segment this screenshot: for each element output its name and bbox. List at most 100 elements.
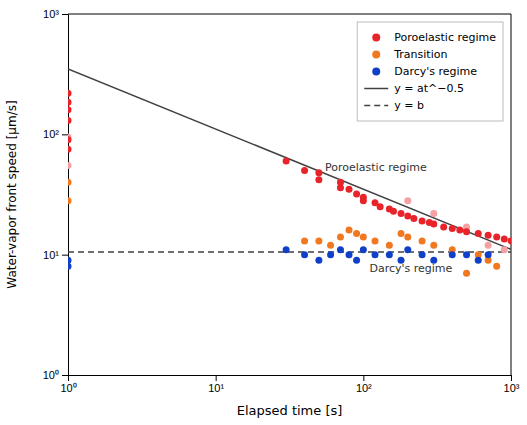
point: [386, 242, 393, 249]
point: [372, 237, 379, 244]
point: [315, 237, 322, 244]
point: [440, 223, 447, 230]
point: [68, 263, 72, 270]
legend-swatch: [372, 51, 380, 59]
annotation: Poroelastic regime: [325, 161, 427, 174]
chart: 10⁰10¹10²10³10⁰10¹10²10³Poroelastic regi…: [0, 0, 527, 425]
point: [301, 167, 308, 174]
tick: 10⁰: [60, 375, 76, 394]
point: [419, 237, 426, 244]
point: [337, 184, 344, 191]
annotation: Darcy's regime: [369, 262, 452, 275]
x-axis-title: Elapsed time [s]: [237, 403, 343, 418]
tick-mark: [62, 14, 68, 15]
legend-item: Transition: [372, 48, 447, 61]
point: [449, 251, 456, 258]
legend-item: Poroelastic regime: [372, 31, 496, 44]
point: [353, 190, 360, 197]
point: [327, 242, 334, 249]
point: [430, 210, 437, 217]
point: [493, 234, 500, 241]
series: [68, 134, 508, 254]
point: [68, 179, 72, 186]
point: [419, 218, 426, 225]
tick-mark: [62, 255, 68, 256]
point: [501, 246, 508, 253]
tick: 10²: [356, 375, 372, 394]
point: [398, 210, 405, 217]
plot: 10⁰10¹10²10³10⁰10¹10²10³Poroelastic regi…: [43, 8, 520, 394]
legend-swatch: [372, 68, 380, 76]
tick-label: 10²: [43, 128, 59, 140]
point: [68, 99, 72, 106]
point: [475, 257, 482, 264]
frame: [511, 14, 512, 375]
point: [315, 176, 322, 183]
point: [360, 234, 367, 241]
point: [301, 251, 308, 258]
tick-label: 10⁰: [60, 382, 76, 394]
point: [315, 257, 322, 264]
point: [68, 146, 72, 153]
point: [353, 230, 360, 237]
point: [508, 237, 512, 244]
tick: 10¹: [208, 375, 224, 394]
point: [463, 228, 470, 235]
point: [68, 162, 72, 169]
point: [463, 270, 470, 277]
point: [315, 169, 322, 176]
point: [430, 220, 437, 227]
point: [390, 208, 397, 215]
series: [68, 179, 500, 277]
point: [463, 251, 470, 258]
tick: 10¹: [43, 249, 68, 261]
tick-mark: [62, 375, 68, 376]
tick: 10⁰: [43, 369, 68, 381]
legend-label: y = at^−0.5: [394, 82, 464, 95]
point: [337, 246, 344, 253]
point: [485, 251, 492, 258]
point: [475, 230, 482, 237]
point: [346, 227, 353, 234]
tick-label: 10¹: [208, 382, 224, 394]
legend-box: [357, 22, 503, 121]
point: [283, 158, 290, 165]
line: [68, 251, 511, 253]
legend-item: y = at^−0.5: [364, 82, 464, 95]
x-axis: 10⁰10¹10²10³: [60, 375, 519, 394]
legend-swatch: [364, 105, 388, 107]
point: [346, 186, 353, 193]
point: [68, 106, 72, 113]
point: [386, 251, 393, 258]
legend-item: Darcy's regime: [372, 65, 477, 78]
point: [68, 197, 72, 204]
point: [283, 246, 290, 253]
axis-line: [69, 376, 512, 382]
point: [410, 215, 417, 222]
point: [337, 234, 344, 241]
legend: Poroelastic regime Transition Darcy's regi…: [357, 22, 503, 121]
point: [430, 242, 437, 249]
tick-mark: [511, 375, 512, 381]
tick: 10²: [43, 128, 68, 140]
axis-line: [62, 15, 69, 376]
point: [301, 237, 308, 244]
tick-label: 10¹: [43, 249, 59, 261]
point: [398, 230, 405, 237]
point: [68, 117, 72, 124]
y-axis-title: Water-vapor front speed [μm/s]: [5, 100, 19, 288]
legend-label: y = b: [394, 99, 424, 112]
point: [449, 225, 456, 232]
point: [360, 246, 367, 253]
point: [493, 263, 500, 270]
legend-swatch: [372, 34, 380, 42]
legend-label: Transition: [393, 48, 447, 61]
tick-mark: [216, 375, 217, 381]
point: [456, 227, 463, 234]
point: [419, 251, 426, 258]
point: [404, 197, 411, 204]
point: [68, 136, 72, 143]
tick-mark: [363, 375, 364, 381]
point: [485, 242, 492, 249]
point: [353, 257, 360, 264]
